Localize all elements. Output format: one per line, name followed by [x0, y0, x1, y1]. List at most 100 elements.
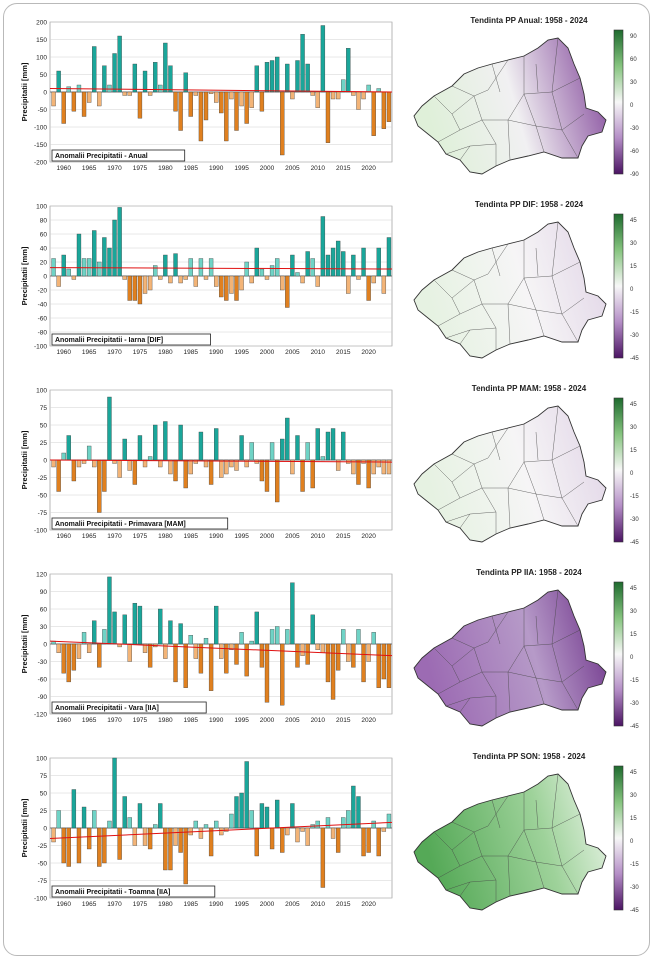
bar-1969: [107, 820, 112, 829]
y-tick-label: -50: [38, 861, 48, 868]
color-scale: [613, 397, 624, 543]
bar-2011: [320, 25, 326, 93]
county-border: [551, 91, 563, 131]
anomaly-chart-1: -200 -150 -100 -50 0 50 100 150 200 1960 1965 1970 1…: [20, 20, 393, 172]
bar-2006: [295, 643, 300, 668]
bar-1988: [203, 459, 209, 468]
bar-1977: [147, 91, 153, 96]
chart-title: Anomalii Precipitatii - Iarna [DIF]: [55, 337, 163, 344]
y-tick-label: 75: [40, 405, 48, 412]
x-tick-label: 2000: [260, 349, 275, 356]
county-border: [551, 643, 563, 683]
x-tick-label: 1960: [56, 349, 71, 356]
bar-1976: [142, 70, 148, 93]
scale-tick-label: -30: [630, 701, 639, 707]
x-tick-label: 2005: [285, 901, 300, 908]
scale-tick-label: 15: [630, 632, 637, 638]
bar-2012: [325, 643, 331, 683]
bar-2009: [310, 614, 315, 645]
bar-2014: [335, 827, 341, 853]
bar-1962: [71, 459, 77, 482]
bar-1964: [81, 806, 87, 829]
county-border: [523, 93, 537, 127]
bar-1991: [219, 91, 224, 114]
bar-1958: [51, 827, 56, 843]
bar-1971: [117, 207, 122, 277]
x-tick-label: 1960: [56, 165, 71, 172]
county-border: [507, 303, 511, 345]
bar-1988: [203, 275, 209, 280]
bar-2000: [264, 275, 270, 280]
bar-2002: [274, 56, 280, 93]
x-tick-label: 1965: [82, 533, 97, 540]
y-tick-label: 25: [40, 440, 48, 447]
county-border: [445, 329, 471, 339]
scale-tick-label: -45: [630, 540, 639, 546]
x-tick-label: 2010: [311, 901, 326, 908]
bar-1996: [244, 761, 249, 829]
y-axis-label: Precipitatii [mm]: [20, 798, 29, 857]
bar-2002: [274, 459, 280, 503]
county-border: [535, 63, 539, 93]
bar-1969: [107, 84, 112, 93]
bar-1989: [208, 91, 214, 94]
bar-1999: [259, 268, 265, 277]
x-tick-label: 1975: [133, 533, 148, 540]
bar-2022: [376, 643, 381, 688]
bar-1987: [198, 91, 204, 142]
country-outline: [413, 773, 607, 911]
bar-1988: [203, 91, 209, 121]
bar-2022: [376, 827, 381, 857]
x-tick-label: 1995: [234, 349, 249, 356]
bar-1987: [198, 431, 204, 461]
bar-1974: [132, 63, 138, 93]
bar-2012: [325, 91, 331, 143]
county-border: [451, 95, 475, 115]
scale-tick-label: -45: [630, 908, 639, 914]
panel-1: -200 -150 -100 -50 0 50 100 150 200 1960 1965 1970 1…: [0, 16, 653, 192]
x-tick-label: 1970: [107, 901, 122, 908]
bar-1961: [66, 643, 71, 683]
bar-2017: [351, 91, 356, 96]
bar-1994: [234, 91, 239, 131]
bar-1964: [81, 91, 87, 117]
panel-5: -100 -75 -50 -25 0 25 50 75 100 1960 1965 1970 1975 1…: [0, 752, 653, 928]
county-border: [491, 799, 501, 829]
chart-title-box: [51, 333, 211, 346]
bar-1985: [188, 91, 193, 117]
scale-tick-label: -15: [630, 494, 639, 500]
y-tick-label: -50: [38, 107, 48, 114]
x-tick-label: 1960: [56, 717, 71, 724]
y-axis-label: Precipitatii [mm]: [20, 62, 29, 121]
bar-2017: [351, 254, 356, 277]
bar-1998: [254, 247, 259, 277]
bar-2001: [269, 265, 275, 277]
bar-2017: [351, 785, 356, 829]
y-tick-label: 20: [40, 260, 48, 267]
bar-2005: [290, 91, 295, 100]
bar-1960: [61, 452, 66, 461]
x-tick-label: 1975: [133, 901, 148, 908]
bar-1986: [193, 459, 199, 464]
bar-2008: [305, 442, 310, 461]
bar-2011: [320, 456, 326, 461]
bar-1958: [51, 91, 56, 107]
bar-2017: [351, 643, 356, 668]
y-tick-label: -100: [34, 125, 47, 132]
bar-1961: [66, 86, 71, 93]
bar-1971: [117, 827, 122, 860]
x-tick-label: 1985: [184, 901, 199, 908]
bar-1983: [178, 424, 183, 461]
county-border: [551, 459, 563, 499]
bar-2021: [371, 91, 376, 136]
x-tick-label: 1985: [184, 717, 199, 724]
bar-2007: [300, 34, 305, 93]
bar-2015: [341, 79, 346, 93]
bar-2020: [366, 84, 371, 93]
bar-2024: [386, 237, 392, 277]
bar-1978: [153, 265, 158, 277]
x-tick-label: 1985: [184, 165, 199, 172]
bar-1979: [158, 275, 163, 280]
bar-1984: [183, 275, 188, 280]
romania-map: [413, 37, 607, 175]
